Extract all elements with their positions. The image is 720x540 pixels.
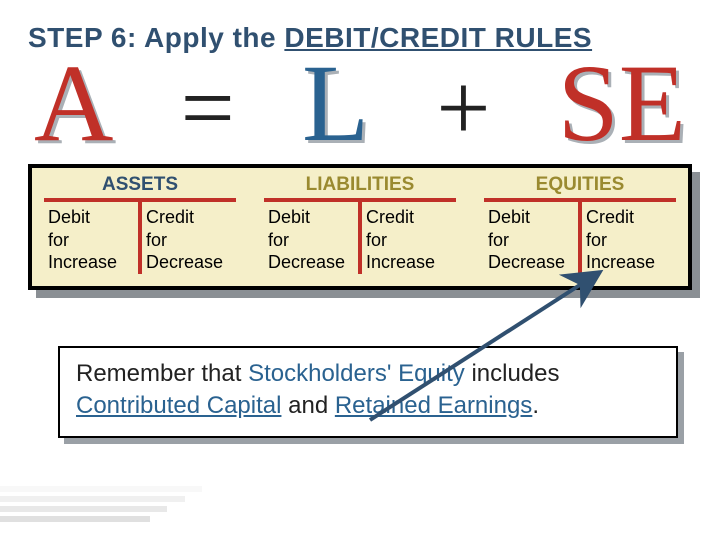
t-account-head: LIABILITIES [264, 174, 456, 198]
accent-stripe [0, 516, 150, 522]
t-cell: Increase [586, 251, 672, 274]
t-cell: Debit [488, 206, 574, 229]
t-account-body: DebitforDecreaseCreditforIncrease [264, 202, 456, 274]
t-credit-side: CreditforIncrease [582, 202, 676, 274]
t-cell: for [48, 229, 134, 252]
t-credit-side: CreditforDecrease [142, 202, 236, 274]
accent-stripe [0, 476, 220, 482]
t-account-0: ASSETSDebitforIncreaseCreditforDecrease [44, 174, 236, 274]
t-account-2: EQUITIESDebitforDecreaseCreditforIncreas… [484, 174, 676, 274]
note-highlight-3: Retained Earnings [335, 392, 532, 419]
rules-panel: ASSETSDebitforIncreaseCreditforDecreaseL… [28, 164, 692, 290]
equation-equity: SE [558, 48, 686, 158]
t-cell: for [268, 229, 354, 252]
t-account-1: LIABILITIESDebitforDecreaseCreditforIncr… [264, 174, 456, 274]
t-cell: Credit [146, 206, 232, 229]
t-debit-side: DebitforIncrease [44, 202, 138, 274]
t-cell: Debit [48, 206, 134, 229]
t-cell: Decrease [268, 251, 354, 274]
note-highlight-2: Contributed Capital [76, 392, 281, 419]
t-debit-side: DebitforDecrease [264, 202, 358, 274]
t-cell: for [586, 229, 672, 252]
t-cell: Decrease [488, 251, 574, 274]
t-account-body: DebitforDecreaseCreditforIncrease [484, 202, 676, 274]
rules-box: ASSETSDebitforIncreaseCreditforDecreaseL… [28, 164, 692, 290]
t-credit-side: CreditforIncrease [362, 202, 456, 274]
t-cell: for [146, 229, 232, 252]
note-panel: Remember that Stockholders' Equity inclu… [58, 346, 678, 439]
t-cell: for [366, 229, 452, 252]
slide: STEP 6: Apply the DEBIT/CREDIT RULES A =… [0, 0, 720, 540]
note-box: Remember that Stockholders' Equity inclu… [58, 346, 678, 439]
note-text-3: and [281, 392, 334, 419]
t-cell: Debit [268, 206, 354, 229]
equation-equals: = [181, 60, 235, 156]
accent-stripe [0, 486, 202, 492]
accent-stripe [0, 496, 185, 502]
accent-stripes [0, 476, 220, 528]
t-cell: Decrease [146, 251, 232, 274]
t-account-head: EQUITIES [484, 174, 676, 198]
t-cell: Credit [586, 206, 672, 229]
note-text-2: includes [465, 360, 560, 387]
t-account-body: DebitforIncreaseCreditforDecrease [44, 202, 236, 274]
equation-assets: A [34, 48, 113, 158]
t-debit-side: DebitforDecrease [484, 202, 578, 274]
t-cell: Increase [48, 251, 134, 274]
t-cell: Increase [366, 251, 452, 274]
t-cell: for [488, 229, 574, 252]
note-highlight-1: Stockholders' Equity [248, 360, 465, 387]
note-text-1: Remember that [76, 360, 248, 387]
equation-liabilities: L [302, 48, 369, 158]
t-cell: Credit [366, 206, 452, 229]
accent-stripe [0, 506, 167, 512]
equation-plus: + [436, 60, 490, 156]
t-account-head: ASSETS [44, 174, 236, 198]
note-text-4: . [532, 392, 539, 419]
accounting-equation: A = L + SE [28, 48, 692, 158]
